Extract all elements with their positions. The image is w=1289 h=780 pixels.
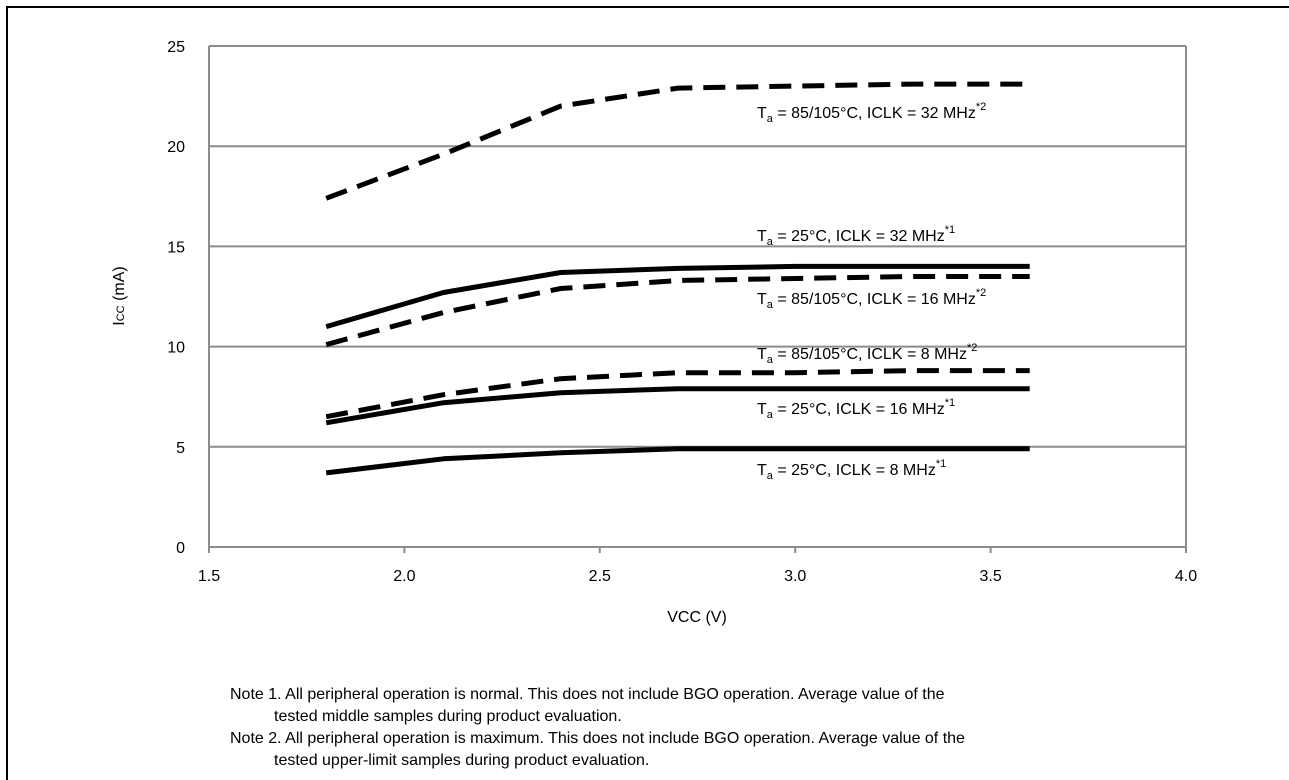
series-label-1-main: T bbox=[757, 228, 767, 245]
y-tick-label-1: 5 bbox=[176, 440, 185, 457]
x-tick-label-2: 2.5 bbox=[589, 568, 611, 585]
x-tick-label-1: 2.0 bbox=[393, 568, 415, 585]
series-labels: Ta = 85/105°C, ICLK = 32 MHz*2Ta = 25°C,… bbox=[757, 101, 986, 482]
series-label-5-text: = 25°C, ICLK = 8 MHz bbox=[773, 462, 936, 479]
note-2-line-2: tested upper-limit samples during produc… bbox=[274, 752, 650, 769]
tick-labels: 0 5 10 15 20 25 1.5 2.0 2.5 3.0 3.5 4.0 bbox=[167, 39, 1197, 585]
y-axis-label-main: I bbox=[111, 321, 128, 325]
note-2-line-1: Note 2. All peripheral operation is maxi… bbox=[230, 730, 965, 747]
series-label-1: Ta = 25°C, ICLK = 32 MHz*1 bbox=[757, 224, 955, 248]
x-tick-label-5: 4.0 bbox=[1175, 568, 1197, 585]
series-label-4-text: = 25°C, ICLK = 16 MHz bbox=[773, 401, 945, 418]
series-label-3-sup: *2 bbox=[967, 342, 977, 354]
series-label-3-text: = 85/105°C, ICLK = 8 MHz bbox=[773, 346, 967, 363]
x-tick-label-0: 1.5 bbox=[198, 568, 220, 585]
series-label-3-main: T bbox=[757, 346, 767, 363]
note-1-line-1: Note 1. All peripheral operation is norm… bbox=[230, 686, 945, 703]
figure-frame bbox=[6, 6, 1289, 780]
x-tick-label-4: 3.5 bbox=[979, 568, 1001, 585]
series-label-0-sub: a bbox=[767, 113, 774, 125]
y-tick-label-4: 20 bbox=[167, 139, 185, 156]
series-line-5 bbox=[325, 446, 1030, 476]
series-label-4-sub: a bbox=[767, 409, 774, 421]
note-1: Note 1. All peripheral operation is norm… bbox=[230, 684, 1230, 728]
series-label-0-sup: *2 bbox=[976, 101, 986, 113]
series-label-4: Ta = 25°C, ICLK = 16 MHz*1 bbox=[757, 397, 955, 421]
series-label-2-text: = 85/105°C, ICLK = 16 MHz bbox=[773, 291, 976, 308]
y-axis-label: ICC (mA) bbox=[111, 266, 128, 325]
y-tick-label-3: 15 bbox=[167, 239, 185, 256]
series-line-4 bbox=[325, 386, 1030, 426]
x-axis-label: VCC (V) bbox=[667, 609, 727, 626]
series-label-0: Ta = 85/105°C, ICLK = 32 MHz*2 bbox=[757, 101, 986, 125]
series-line-2 bbox=[325, 274, 1030, 348]
series-line-0 bbox=[325, 81, 1030, 201]
series-label-1-text: = 25°C, ICLK = 32 MHz bbox=[773, 228, 945, 245]
series-label-3-sub: a bbox=[767, 354, 774, 366]
series-label-5: Ta = 25°C, ICLK = 8 MHz*1 bbox=[757, 458, 946, 482]
series-label-0-main: T bbox=[757, 105, 767, 122]
series-label-3: Ta = 85/105°C, ICLK = 8 MHz*2 bbox=[757, 342, 977, 366]
series-label-1-sup: *1 bbox=[945, 224, 955, 236]
series-label-2: Ta = 85/105°C, ICLK = 16 MHz*2 bbox=[757, 287, 986, 311]
series-line-1 bbox=[325, 263, 1030, 330]
x-tick-label-3: 3.0 bbox=[784, 568, 806, 585]
y-axis-label-sub: CC bbox=[115, 305, 127, 321]
note-1-line-2: tested middle samples during product eva… bbox=[274, 708, 622, 725]
notes-block: Note 1. All peripheral operation is norm… bbox=[230, 684, 1230, 772]
series-line-3 bbox=[325, 368, 1030, 420]
icc-vs-vcc-chart: 0 5 10 15 20 25 1.5 2.0 2.5 3.0 3.5 4.0 Ta = 85/105… bbox=[111, 39, 1197, 626]
series-label-4-main: T bbox=[757, 401, 767, 418]
series-label-0-text: = 85/105°C, ICLK = 32 MHz bbox=[773, 105, 976, 122]
series-label-4-sup: *1 bbox=[945, 397, 955, 409]
y-tick-label-0: 0 bbox=[176, 540, 185, 557]
series-label-2-sub: a bbox=[767, 299, 774, 311]
y-axis-label-unit: (mA) bbox=[111, 266, 128, 305]
axes bbox=[208, 46, 1187, 553]
series-label-1-sub: a bbox=[767, 236, 774, 248]
series-label-5-sup: *1 bbox=[936, 458, 946, 470]
y-tick-label-2: 10 bbox=[167, 340, 185, 357]
series-label-5-sub: a bbox=[767, 470, 774, 482]
series-label-2-sup: *2 bbox=[976, 287, 986, 299]
series-lines bbox=[325, 81, 1030, 476]
series-label-5-main: T bbox=[757, 462, 767, 479]
note-2: Note 2. All peripheral operation is maxi… bbox=[230, 728, 1230, 772]
series-label-2-main: T bbox=[757, 291, 767, 308]
y-tick-label-5: 25 bbox=[167, 39, 185, 56]
